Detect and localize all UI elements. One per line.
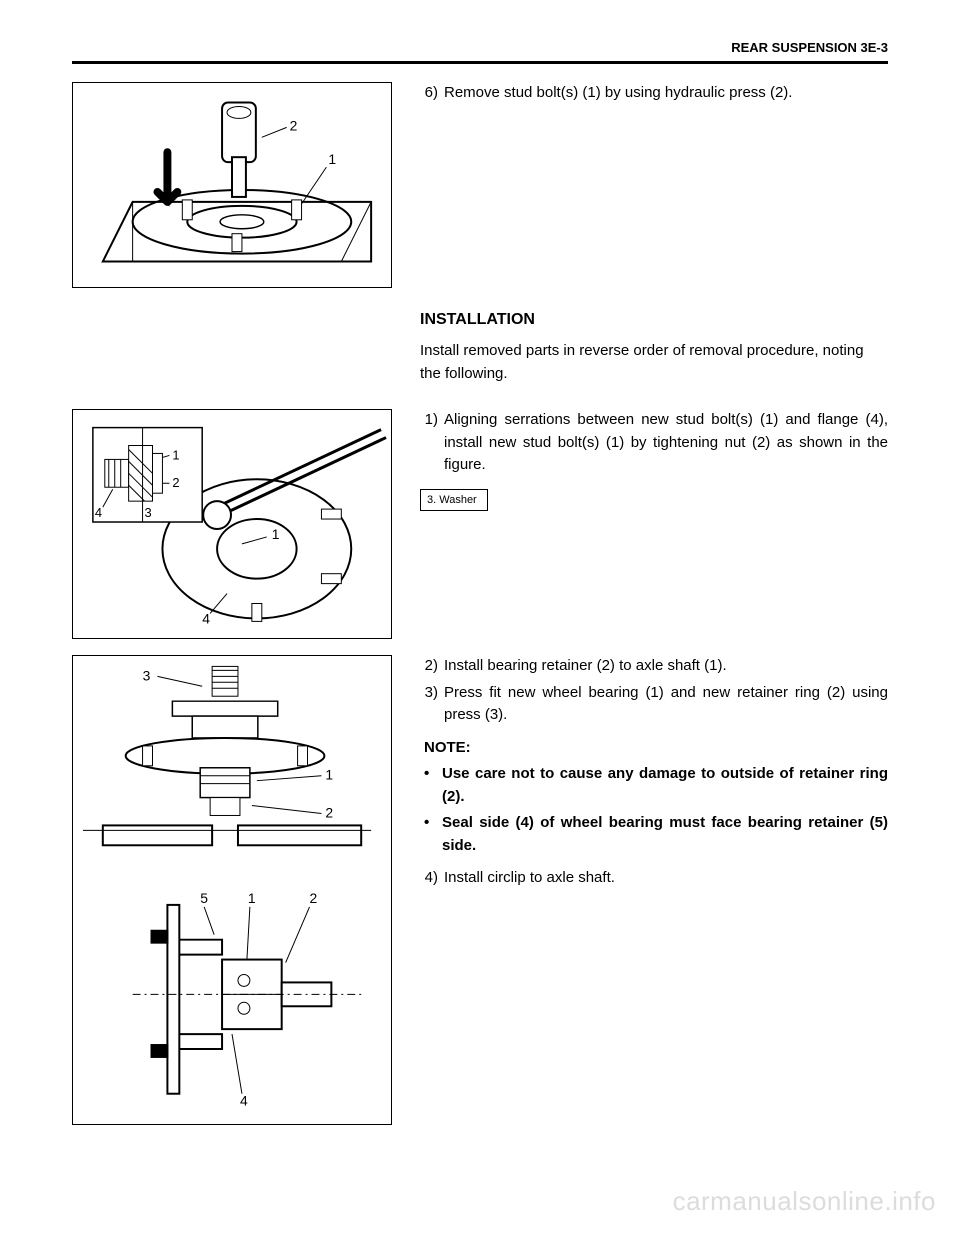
- svg-text:2: 2: [310, 890, 318, 906]
- step-number: 2): [420, 655, 444, 678]
- step-number: 6): [420, 82, 444, 105]
- svg-text:1: 1: [172, 447, 179, 462]
- step-4: 4) Install circlip to axle shaft.: [420, 867, 888, 890]
- step-3: 3) Press fit new wheel bearing (1) and n…: [420, 682, 888, 727]
- svg-text:5: 5: [200, 890, 208, 906]
- step-number: 4): [420, 867, 444, 890]
- note-text: Use care not to cause any damage to outs…: [442, 763, 888, 808]
- svg-text:3: 3: [143, 667, 151, 683]
- step-1: 1) Aligning serrations between new stud …: [420, 409, 888, 477]
- svg-text:2: 2: [290, 117, 298, 133]
- step-text: Aligning serrations between new stud bol…: [444, 409, 888, 477]
- note-item-2: • Seal side (4) of wheel bearing must fa…: [424, 812, 888, 857]
- bullet-icon: •: [424, 763, 442, 808]
- installation-heading: INSTALLATION: [420, 308, 888, 332]
- svg-text:1: 1: [272, 526, 280, 542]
- svg-text:1: 1: [248, 890, 256, 906]
- svg-text:4: 4: [95, 505, 102, 520]
- step-text: Press fit new wheel bearing (1) and new …: [444, 682, 888, 727]
- figure-stud-bolt-removal: 2 1: [72, 82, 392, 288]
- installation-intro: Install removed parts in reverse order o…: [420, 340, 888, 385]
- page-header: REAR SUSPENSION 3E-3: [72, 40, 888, 61]
- step-number: 3): [420, 682, 444, 727]
- step-text: Install circlip to axle shaft.: [444, 867, 615, 890]
- step-number: 1): [420, 409, 444, 477]
- step-2: 2) Install bearing retainer (2) to axle …: [420, 655, 888, 678]
- note-item-1: • Use care not to cause any damage to ou…: [424, 763, 888, 808]
- step-text: Remove stud bolt(s) (1) by using hydraul…: [444, 82, 792, 105]
- note-text: Seal side (4) of wheel bearing must face…: [442, 812, 888, 857]
- svg-text:2: 2: [325, 804, 333, 820]
- figure-stud-bolt-install: 1 2 3 4 1 4: [72, 409, 392, 639]
- svg-text:1: 1: [328, 151, 336, 167]
- svg-text:3: 3: [145, 505, 152, 520]
- note-heading: NOTE:: [424, 737, 888, 760]
- step-6: 6) Remove stud bolt(s) (1) by using hydr…: [420, 82, 888, 105]
- step-text: Install bearing retainer (2) to axle sha…: [444, 655, 727, 678]
- figure-bearing-press: 3: [72, 655, 392, 1125]
- bullet-icon: •: [424, 812, 442, 857]
- svg-text:4: 4: [240, 1093, 248, 1109]
- svg-text:2: 2: [172, 475, 179, 490]
- legend-washer: 3. Washer: [420, 489, 488, 512]
- svg-text:4: 4: [202, 610, 210, 626]
- svg-text:1: 1: [325, 767, 333, 783]
- header-rule: [72, 61, 888, 64]
- watermark: carmanualsonline.info: [673, 1186, 936, 1217]
